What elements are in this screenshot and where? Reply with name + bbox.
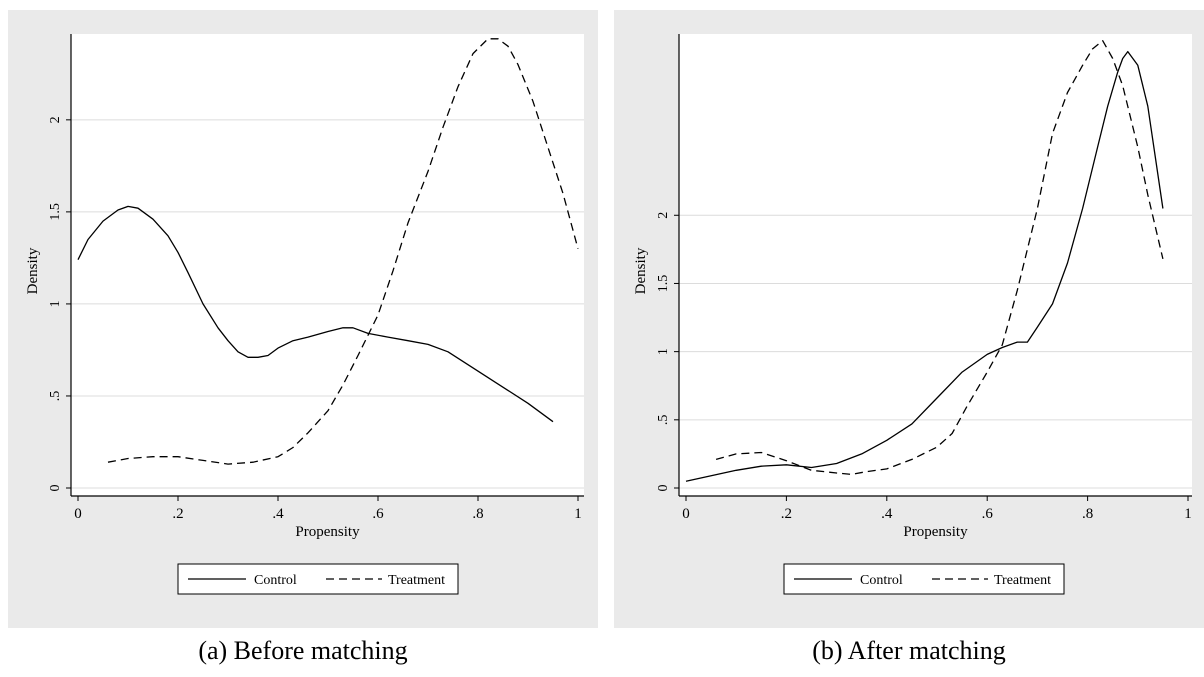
- y-tick-label: 1: [656, 348, 671, 355]
- caption-before-matching: (a) Before matching: [198, 636, 408, 665]
- x-tick-label: .6: [982, 506, 994, 522]
- x-tick-label: .2: [781, 506, 792, 522]
- plot-area: [71, 34, 584, 496]
- x-tick-label: 1: [1184, 506, 1192, 522]
- legend-label-control: Control: [860, 573, 903, 588]
- chart-after-matching: 0 .5 1 1.5 2 0 .2 .4 .6 .8 1 Propensity Density Contr…: [633, 34, 1192, 595]
- caption-after-matching: (b) After matching: [812, 636, 1006, 665]
- chart-panel-after: 0 .5 1 1.5 2 0 .2 .4 .6 .8 1 Propensity Density Contr…: [614, 10, 1204, 628]
- x-tick-label: 0: [682, 506, 690, 522]
- y-axis-label: Density: [25, 247, 41, 294]
- series-line-control: [77, 205, 554, 423]
- legend-label-treatment: Treatment: [994, 573, 1051, 588]
- chart-before-matching: 0 .5 1 1.5 2 0 .2 .4 .6 .8 1 Propensity Density Contr…: [25, 34, 584, 595]
- x-tick-label: .4: [272, 506, 284, 522]
- legend: Control Treatment: [177, 563, 459, 595]
- x-tick-label: .6: [372, 506, 384, 522]
- x-tick-label: 1: [574, 506, 582, 522]
- series-line-treatment: [715, 40, 1164, 476]
- series-line-control: [685, 50, 1164, 482]
- y-tick-label: 1.5: [656, 275, 671, 293]
- x-axis-label: Propensity: [295, 524, 360, 540]
- series-line-treatment: [107, 38, 579, 465]
- chart-panel-before: 0 .5 1 1.5 2 0 .2 .4 .6 .8 1 Propensity Density Contr…: [8, 10, 598, 628]
- x-tick-label: .8: [1082, 506, 1093, 522]
- x-axis-label: Propensity: [903, 524, 968, 540]
- y-tick-label: 0: [48, 485, 63, 492]
- plot-area: [679, 34, 1192, 496]
- y-tick-label: 1.5: [48, 203, 63, 221]
- y-tick-label: 1: [48, 300, 63, 307]
- y-tick-label: 0: [656, 485, 671, 492]
- legend-label-control: Control: [254, 573, 297, 588]
- y-axis-label: Density: [633, 247, 649, 294]
- x-tick-label: .4: [881, 506, 893, 522]
- legend-label-treatment: Treatment: [388, 573, 445, 588]
- y-tick-label: .5: [656, 415, 671, 426]
- x-tick-label: 0: [74, 506, 82, 522]
- y-tick-label: 2: [656, 212, 671, 219]
- y-tick-label: .5: [48, 391, 63, 402]
- x-tick-label: .2: [172, 506, 183, 522]
- x-tick-label: .8: [472, 506, 483, 522]
- y-tick-label: 2: [48, 116, 63, 123]
- legend: Control Treatment: [783, 563, 1065, 595]
